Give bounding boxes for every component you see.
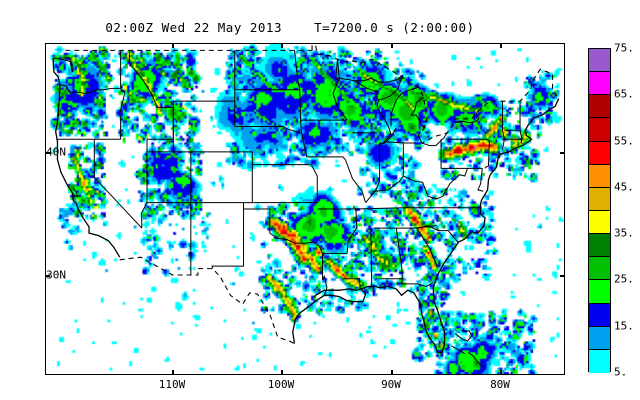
colorbar-tick-label: 75.	[614, 41, 634, 55]
y-tick-label: 30N	[46, 268, 66, 282]
x-tick-mark	[172, 43, 174, 48]
colorbar-tick-label: 35.	[614, 226, 634, 240]
y-tick-label: 40N	[46, 145, 66, 159]
colorbar-tick-label: 55.	[614, 134, 634, 148]
colorbar-band	[589, 95, 610, 119]
colorbar-band	[589, 49, 610, 73]
y-tick-mark	[45, 275, 50, 277]
colorbar-band	[589, 234, 610, 258]
x-tick-mark	[172, 370, 174, 375]
y-tick-mark	[560, 152, 565, 154]
colorbar-band	[589, 326, 610, 350]
x-tick-mark	[281, 370, 283, 375]
reflectivity-colorbar	[588, 48, 611, 373]
colorbar-tick-label: 15.	[614, 319, 634, 333]
colorbar-band	[589, 118, 610, 142]
colorbar-band	[589, 257, 610, 281]
radar-reflectivity-layer	[46, 44, 564, 374]
x-tick-mark	[500, 370, 502, 375]
x-tick-mark	[500, 43, 502, 48]
y-tick-mark	[560, 275, 565, 277]
map-plot-area	[45, 43, 565, 375]
colorbar-tick-label: 45.	[614, 180, 634, 194]
x-tick-label: 100W	[267, 378, 295, 391]
x-tick-label: 80W	[490, 378, 510, 391]
x-tick-label: 90W	[381, 378, 401, 391]
x-tick-mark	[281, 43, 283, 48]
x-tick-mark	[391, 43, 393, 48]
colorbar-band	[589, 210, 610, 235]
colorbar-tick-label: 65.	[614, 87, 634, 101]
x-tick-label: 110W	[158, 378, 186, 391]
colorbar-tick-label: 25.	[614, 272, 634, 286]
colorbar-band	[589, 349, 610, 373]
figure-title: 02:00Z Wed 22 May 2013 T=7200.0 s (2:00:…	[105, 20, 475, 35]
colorbar-tick-label: 5.	[614, 365, 628, 379]
colorbar-band	[589, 72, 610, 96]
colorbar-band	[589, 164, 610, 188]
colorbar-band	[589, 187, 610, 211]
colorbar-band	[589, 303, 610, 327]
x-tick-mark	[391, 370, 393, 375]
colorbar-band	[589, 280, 610, 304]
colorbar-band	[589, 141, 610, 165]
y-tick-mark	[45, 152, 50, 154]
